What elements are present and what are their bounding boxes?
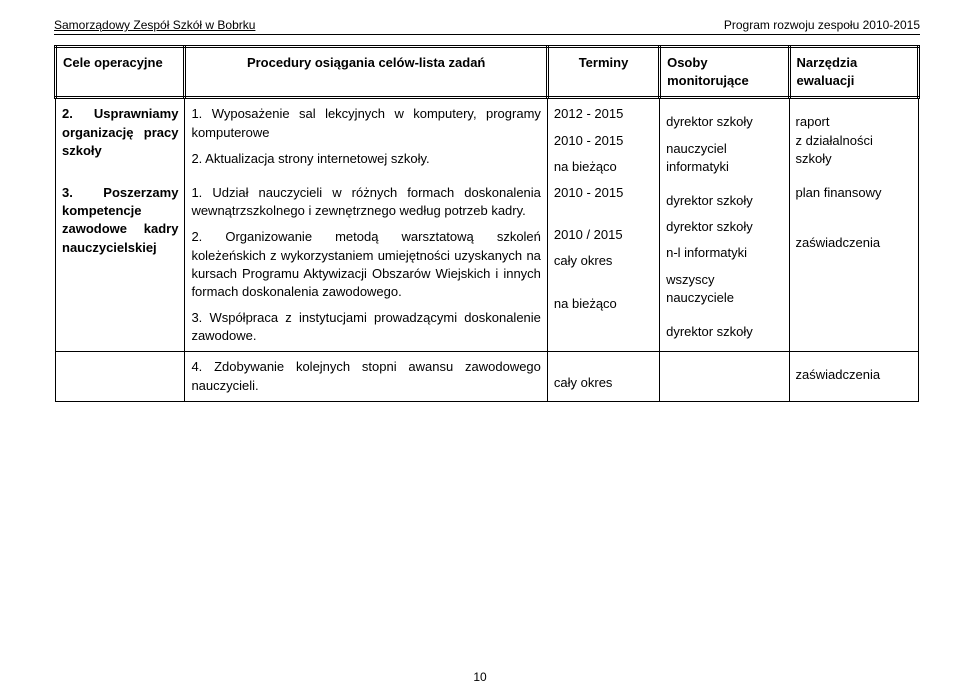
th-narzedzia: Narzędzia ewaluacji xyxy=(789,47,918,98)
th-terminy: Terminy xyxy=(547,47,659,98)
page-header: Samorządowy Zespół Szkół w Bobrku Progra… xyxy=(54,18,920,35)
cell-terminy-2: cały okres xyxy=(547,352,659,401)
cell-osoby-1: dyrektor szkoły nauczyciel informatyki d… xyxy=(660,98,789,352)
cell-procedury-1: 1. Wyposażenie sal lekcyjnych w komputer… xyxy=(185,98,547,352)
cell-cele-1: 2. Usprawniamy organizację pracy szkoły … xyxy=(56,98,185,352)
header-right: Program rozwoju zespołu 2010-2015 xyxy=(724,18,920,32)
main-table: Cele operacyjne Procedury osiągania celó… xyxy=(54,45,920,402)
header-left: Samorządowy Zespół Szkół w Bobrku xyxy=(54,18,255,32)
cell-narzedzia-1: raportz działalności szkoły plan finanso… xyxy=(789,98,918,352)
cell-osoby-2 xyxy=(660,352,789,401)
cell-cele-2 xyxy=(56,352,185,401)
cell-terminy-1: 2012 - 2015 2010 - 2015 na bieżąco 2010 … xyxy=(547,98,659,352)
cell-narzedzia-2: zaświadczenia xyxy=(789,352,918,401)
th-cele: Cele operacyjne xyxy=(56,47,185,98)
page-number: 10 xyxy=(0,670,960,684)
th-procedury: Procedury osiągania celów-lista zadań xyxy=(185,47,547,98)
th-osoby: Osoby monitorujące xyxy=(660,47,789,98)
cell-procedury-2: 4. Zdobywanie kolejnych stopni awansu za… xyxy=(185,352,547,401)
